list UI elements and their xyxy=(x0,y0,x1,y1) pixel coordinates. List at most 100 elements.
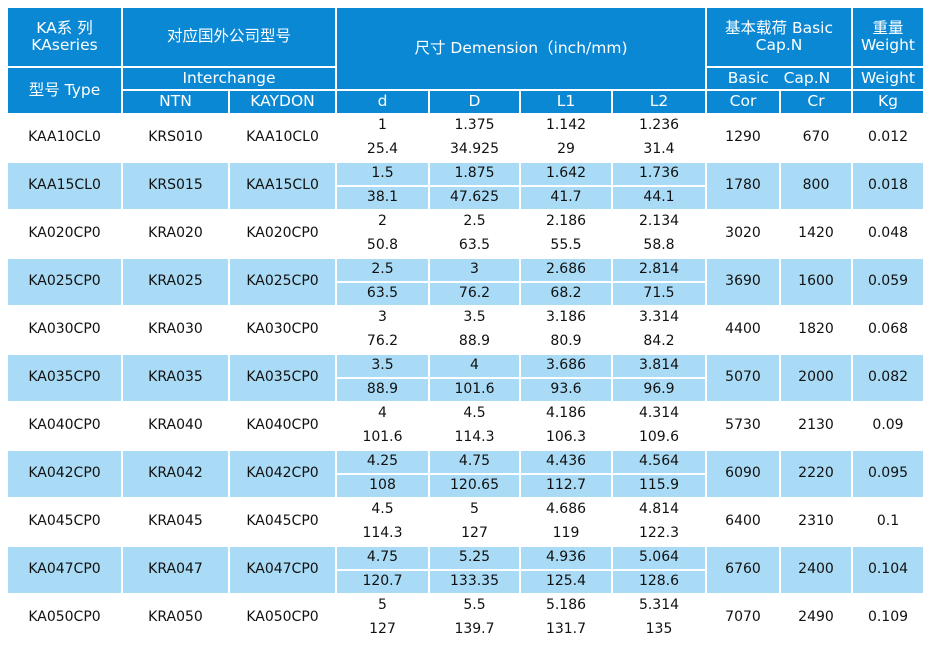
table-row: 63.5 76.2 68.2 71.5 xyxy=(8,283,923,305)
cell-L1-inch: 1.642 xyxy=(521,163,611,185)
cell-ntn: KRA042 xyxy=(123,451,228,497)
cell-L1-mm: 125.4 xyxy=(521,571,611,593)
cell-cor: 6400 xyxy=(725,513,761,530)
cell-cr: 1420 xyxy=(798,225,834,242)
header-basic-cap: Basic Cap.N xyxy=(707,68,851,89)
cell-L1-inch: 3.186 xyxy=(545,309,587,326)
header-interchange: Interchange xyxy=(123,68,335,89)
cell-L2-mm: 109.6 xyxy=(638,429,680,446)
cell-type: KA025CP0 xyxy=(8,259,121,305)
table-row: 101.6 114.3 106.3 109.6 xyxy=(8,427,923,449)
header-kaydon: KAYDON xyxy=(230,91,335,113)
header-L2: L2 xyxy=(613,91,705,113)
cell-d-mm: 25.4 xyxy=(366,141,399,158)
cell-L1-mm: 55.5 xyxy=(550,237,582,254)
cell-D-mm: 139.7 xyxy=(454,621,495,638)
cell-L2-inch: 3.814 xyxy=(613,355,705,377)
cell-cr: 1820 xyxy=(798,321,834,338)
cell-L2-mm: 58.8 xyxy=(643,237,675,254)
table-row: 50.8 63.5 55.5 58.8 xyxy=(8,235,923,257)
table-row: KA030CP0 KRA030 KA030CP0 3 3.5 3.186 3.314 4400… xyxy=(8,307,923,337)
cell-cor: 5070 xyxy=(707,355,779,401)
cell-cor: 6760 xyxy=(707,547,779,593)
cell-cr: 670 xyxy=(802,129,830,146)
header-ntn: NTN xyxy=(123,91,228,113)
table-row: KA047CP0 KRA047 KA047CP0 4.75 5.25 4.936 5.064… xyxy=(8,547,923,593)
cell-L1-inch: 1.142 xyxy=(545,117,587,134)
cell-L2-mm: 96.9 xyxy=(613,379,705,401)
cell-d-mm: 76.2 xyxy=(366,333,399,350)
cell-L2-mm: 44.1 xyxy=(613,187,705,209)
bearing-spec-table: KA系 列 KAseries 对应国外公司型号 尺寸 Demension（inch… xyxy=(6,6,925,643)
table-row: 120.7 133.35 125.4 128.6 xyxy=(8,571,923,593)
cell-kaydon: KA045CP0 xyxy=(246,513,319,530)
cell-L1-inch: 5.186 xyxy=(545,597,587,614)
cell-kaydon: KA030CP0 xyxy=(246,321,319,338)
cell-L2-mm: 135 xyxy=(645,621,673,638)
cell-kg: 0.09 xyxy=(872,417,904,434)
cell-L2-mm: 122.3 xyxy=(638,525,680,542)
cell-kaydon: KAA15CL0 xyxy=(230,163,335,209)
cell-L2-inch: 4.564 xyxy=(613,451,705,473)
cell-cor: 4400 xyxy=(725,321,761,338)
cell-D-mm: 63.5 xyxy=(458,237,491,254)
cell-L1-inch: 4.936 xyxy=(521,547,611,569)
cell-d-mm: 120.7 xyxy=(337,571,428,593)
cell-L2-mm: 31.4 xyxy=(643,141,675,158)
cell-D-inch: 4 xyxy=(430,355,519,377)
header-kg: Kg xyxy=(853,91,923,113)
header-dimension: 尺寸 Demension（inch/mm) xyxy=(337,8,705,89)
table-row: KA042CP0 KRA042 KA042CP0 4.25 4.75 4.436 4.564… xyxy=(8,451,923,497)
header-series: KA系 列 KAseries xyxy=(8,8,121,66)
cell-D-inch: 5.25 xyxy=(430,547,519,569)
cell-L2-mm: 71.5 xyxy=(613,283,705,305)
table-row: KA045CP0 KRA045 KA045CP0 4.5 5 4.686 4.814 6400… xyxy=(8,499,923,529)
cell-d-mm: 101.6 xyxy=(362,429,403,446)
cell-type: KA035CP0 xyxy=(8,355,121,401)
cell-L2-inch: 2.134 xyxy=(638,213,680,230)
cell-kg: 0.109 xyxy=(867,609,909,626)
cell-d-inch: 4.75 xyxy=(337,547,428,569)
table-row: 127 139.7 131.7 135 xyxy=(8,619,923,641)
cell-cor: 7070 xyxy=(725,609,761,626)
cell-cor: 6090 xyxy=(707,451,779,497)
cell-D-inch: 1.875 xyxy=(430,163,519,185)
table-row: KA050CP0 KRA050 KA050CP0 5 5.5 5.186 5.314 7070… xyxy=(8,595,923,625)
cell-D-inch: 4.75 xyxy=(430,451,519,473)
cell-cr: 2490 xyxy=(798,609,834,626)
cell-d-inch: 2.5 xyxy=(337,259,428,281)
cell-L2-inch: 5.064 xyxy=(613,547,705,569)
cell-L1-inch: 4.436 xyxy=(521,451,611,473)
table-row: KAA15CL0 KRS015 KAA15CL0 1.5 1.875 1.642 1.736… xyxy=(8,163,923,209)
cell-ntn: KRA045 xyxy=(148,513,203,530)
header-foreign-model: 对应国外公司型号 xyxy=(123,8,335,66)
cell-type: KAA15CL0 xyxy=(8,163,121,209)
cell-L1-inch: 4.186 xyxy=(545,405,587,422)
cell-cr: 1600 xyxy=(781,259,851,305)
cell-d-mm: 38.1 xyxy=(337,187,428,209)
cell-L1-mm: 106.3 xyxy=(545,429,587,446)
header-D: D xyxy=(430,91,519,113)
header-cor: Cor xyxy=(707,91,779,113)
cell-L2-inch: 4.814 xyxy=(638,501,680,518)
cell-D-mm: 133.35 xyxy=(430,571,519,593)
cell-L1-inch: 2.186 xyxy=(545,213,587,230)
table-row: KAA10CL0 KRS010 KAA10CL0 1 1.375 1.142 1.236 12… xyxy=(8,115,923,145)
cell-D-inch: 1.375 xyxy=(454,117,495,134)
cell-cr: 2220 xyxy=(781,451,851,497)
cell-L2-inch: 4.314 xyxy=(638,405,680,422)
table-row: 88.9 101.6 93.6 96.9 xyxy=(8,379,923,401)
table-row: 38.1 47.625 41.7 44.1 xyxy=(8,187,923,209)
cell-type: KA030CP0 xyxy=(28,321,101,338)
table-row: 108 120.65 112.7 115.9 xyxy=(8,475,923,497)
cell-d-inch: 3.5 xyxy=(337,355,428,377)
table-row: 114.3 127 119 122.3 xyxy=(8,523,923,545)
cell-d-mm: 114.3 xyxy=(362,525,403,542)
cell-d-inch: 4.25 xyxy=(337,451,428,473)
cell-kaydon: KA047CP0 xyxy=(230,547,335,593)
cell-ntn: KRS015 xyxy=(123,163,228,209)
cell-ntn: KRA025 xyxy=(123,259,228,305)
cell-cr: 800 xyxy=(781,163,851,209)
cell-L1-mm: 119 xyxy=(552,525,580,542)
cell-L2-mm: 84.2 xyxy=(643,333,675,350)
